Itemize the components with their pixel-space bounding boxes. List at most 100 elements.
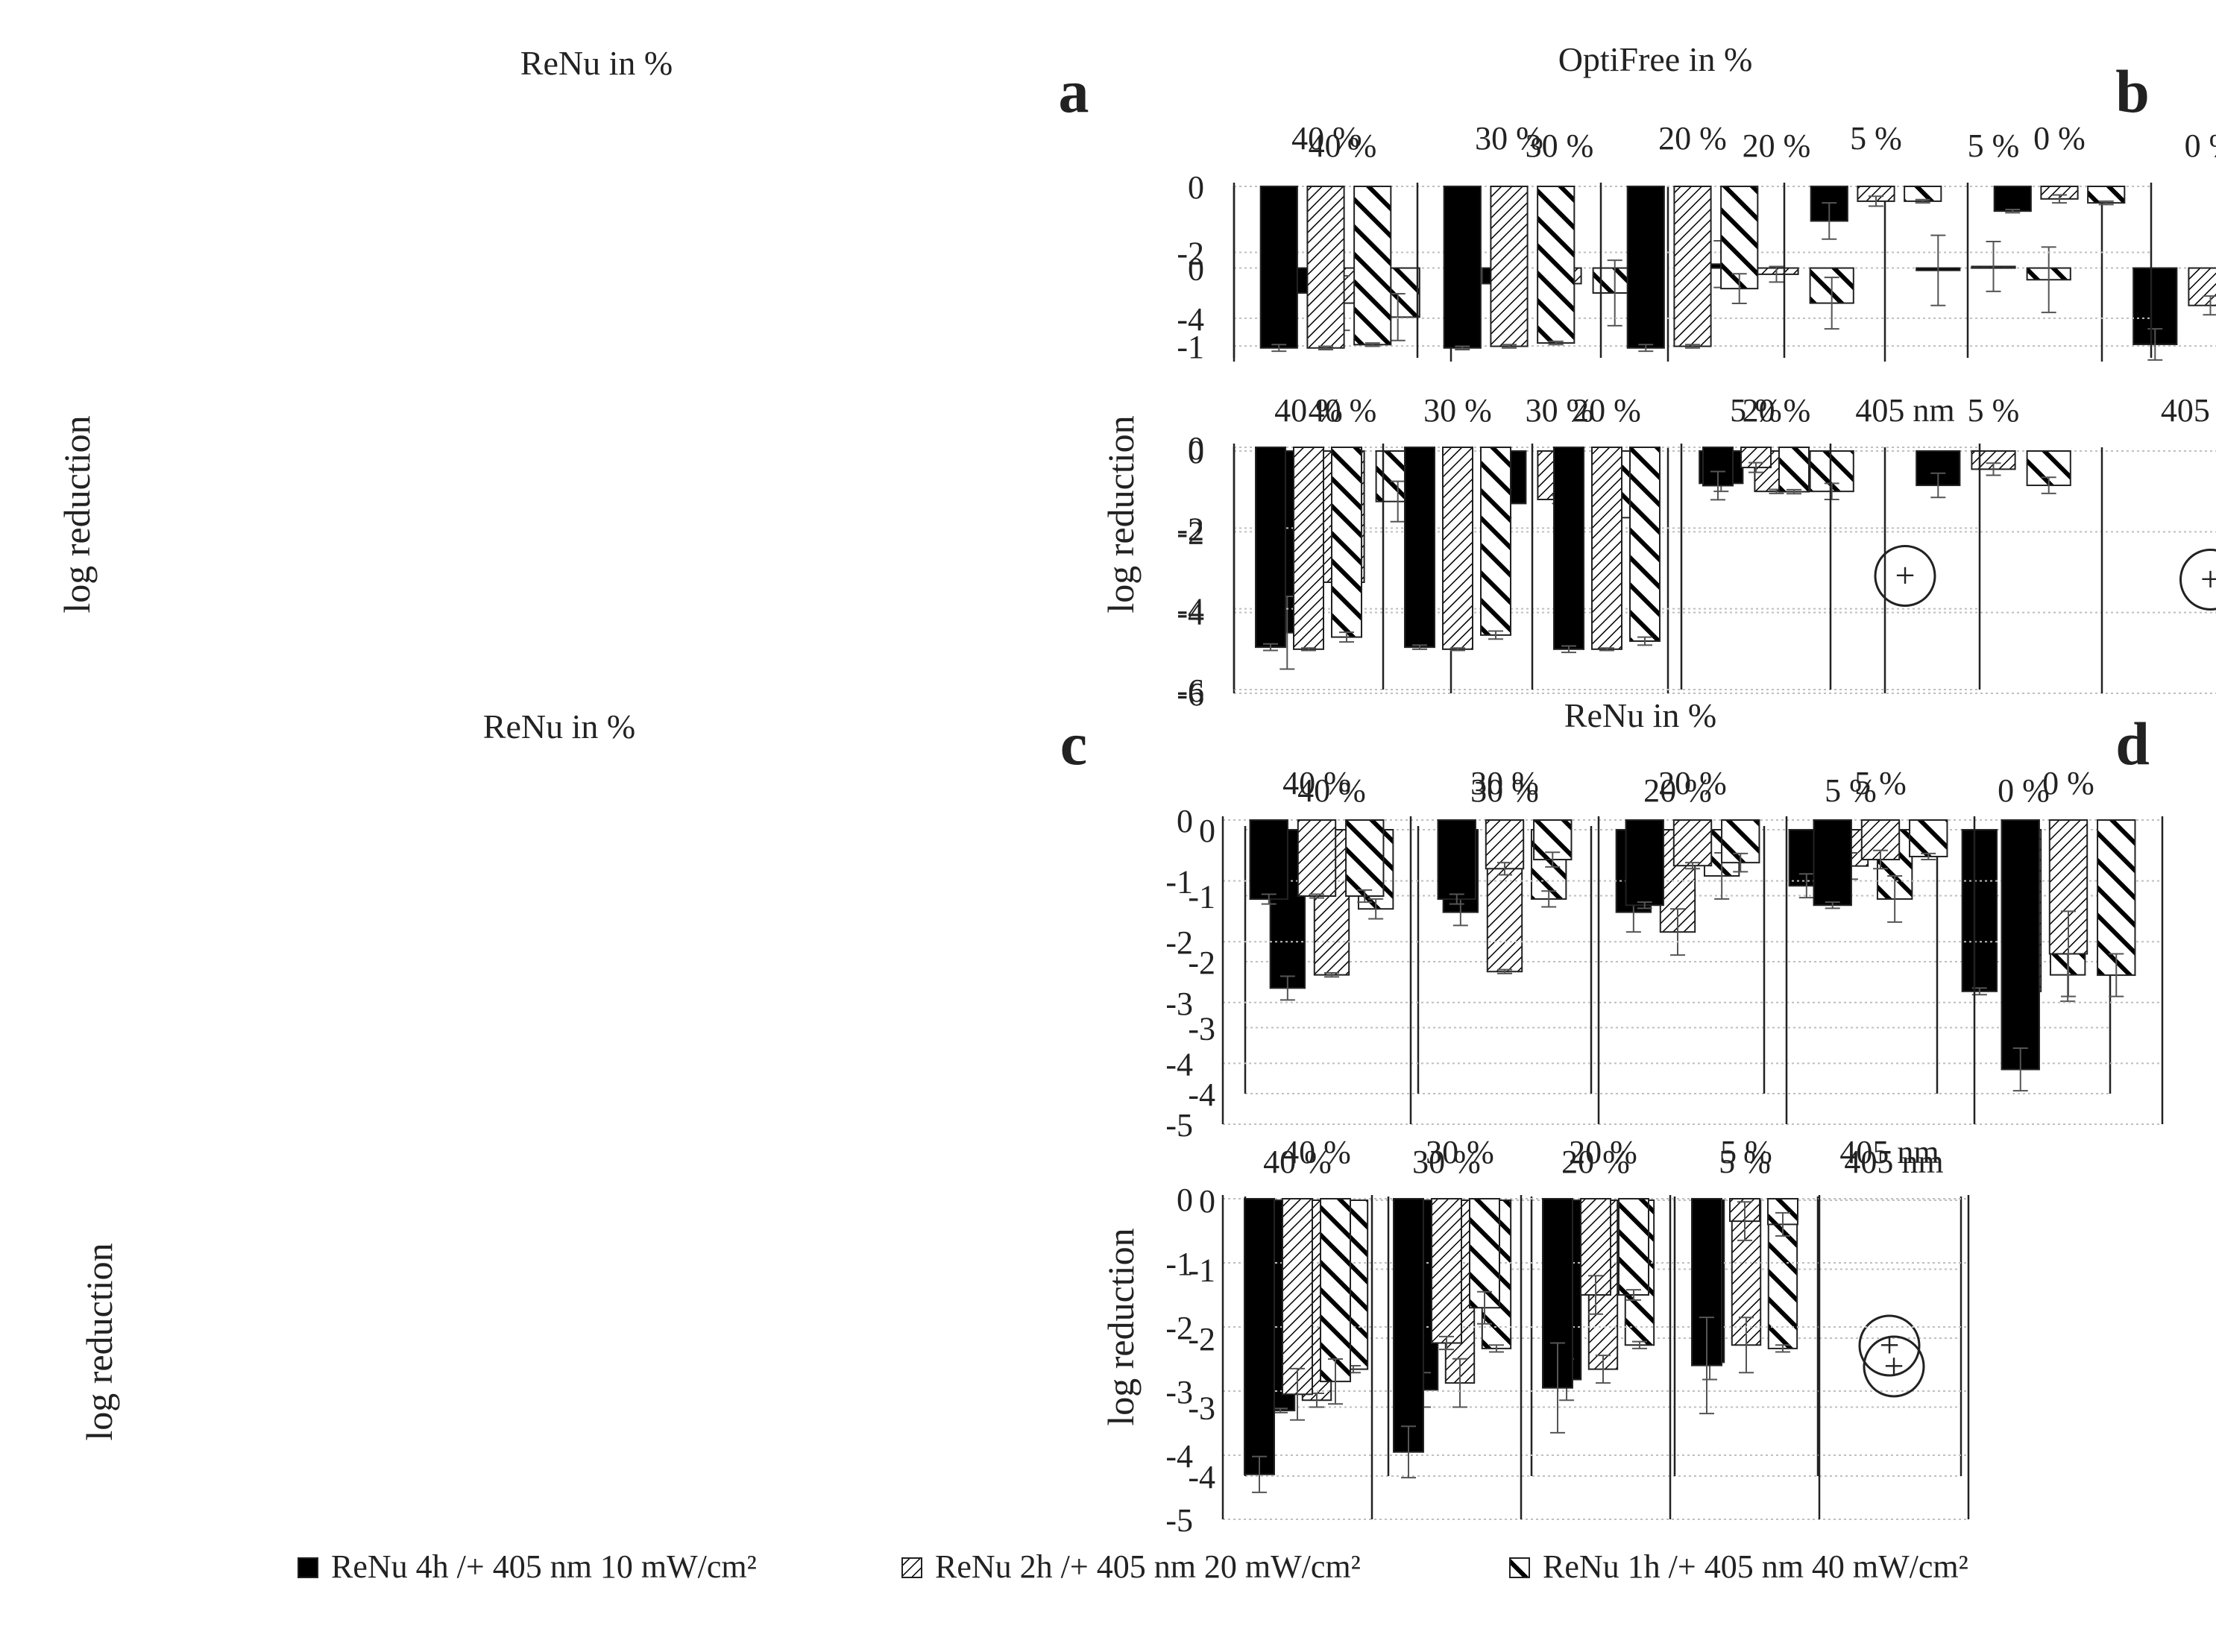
legend: ReNu 4h /+ 405 nm 10 mW/cm² ReNu 2h /+ 40… <box>298 1548 1968 1585</box>
bar <box>1353 186 1392 346</box>
category-label: 30 % <box>1475 120 1543 157</box>
y-tick-label: -1 <box>1165 1246 1193 1282</box>
category-label: 20 % <box>1569 1134 1637 1170</box>
y-tick-label: 0 <box>1199 813 1215 849</box>
category-label: 30 % <box>1423 392 1492 429</box>
bar <box>1249 819 1288 901</box>
bar <box>1282 1198 1313 1396</box>
panel-letter: a <box>1059 57 1089 125</box>
bar <box>1480 447 1511 636</box>
category-label: 5 % <box>1968 127 2020 164</box>
bar <box>1393 1198 1424 1453</box>
y-tick-label: -1 <box>1165 864 1193 901</box>
bar <box>1673 186 1712 347</box>
bar <box>1961 829 1998 992</box>
panel-d-title: ReNu in % <box>1564 696 1716 734</box>
panel-letter: d <box>2115 710 2150 778</box>
bar <box>1625 819 1664 907</box>
bar <box>1591 447 1622 650</box>
bar <box>1293 447 1324 650</box>
bar <box>1331 447 1362 638</box>
category-label: 40 % <box>1291 120 1360 157</box>
category-label: 5 % <box>1850 120 1902 157</box>
category-label: 405 nm <box>1855 392 1954 429</box>
panel-a-title: ReNu in % <box>520 44 673 82</box>
y-tick-label: -2 <box>1188 1321 1215 1358</box>
y-tick-label: -2 <box>1165 924 1193 961</box>
y-tick-label: 0 <box>1188 251 1204 288</box>
category-label: 30 % <box>1470 765 1539 801</box>
y-tick-label: -5 <box>1165 1107 1193 1144</box>
plus-circle-icon <box>1874 545 1936 607</box>
category-label: 40 % <box>1309 392 1377 429</box>
category-label: 30 % <box>1526 127 1594 164</box>
category-label: 20 % <box>1743 392 1811 429</box>
bar <box>1778 447 1810 493</box>
y-tick-label: -3 <box>1165 986 1193 1022</box>
bar <box>1485 819 1525 870</box>
category-label: 0 % <box>1998 772 2050 809</box>
y-tick-label: -1 <box>1177 329 1204 365</box>
y-tick-label: -4 <box>1177 592 1204 628</box>
y-tick-label: -3 <box>1188 1011 1215 1047</box>
subplot-bottom: 0-2-4-640 %30 %20 %5 %405 nm+ <box>1177 392 1981 709</box>
plus-circle-icon <box>1863 1335 1925 1398</box>
category-label: 0 % <box>2042 765 2094 801</box>
y-tick-label: 0 <box>1199 1183 1215 1220</box>
y-tick-label: -4 <box>1165 1438 1193 1475</box>
subplot-top: 0-1-2-3-4-540 % 30 % 20 % 5 % 0 % <box>1165 765 2164 1144</box>
bar <box>1297 819 1337 897</box>
category-label: 405 nm <box>2161 392 2216 429</box>
y-tick-label: -2 <box>1165 1310 1193 1346</box>
category-label: 405 nm <box>1839 1134 1939 1170</box>
category-label: 5 % <box>1719 1144 1771 1180</box>
category-label: 405 nm <box>1844 1144 1943 1180</box>
bar <box>1672 819 1713 867</box>
y-tick-label: -3 <box>1188 1390 1215 1427</box>
plus-symbol: + <box>2200 560 2216 599</box>
y-axis-label: log reduction <box>1100 415 1142 613</box>
bar <box>1993 186 2032 212</box>
plus-symbol: + <box>1895 556 1915 596</box>
y-tick-label: -4 <box>1177 301 1204 338</box>
bar <box>2087 186 2126 204</box>
y-tick-label: -4 <box>1188 1459 1215 1495</box>
category-label: 20 % <box>1573 392 1641 429</box>
bar <box>1720 186 1759 290</box>
bar <box>1626 186 1665 349</box>
legend-label: ReNu 4h /+ 405 nm 10 mW/cm² <box>331 1548 757 1585</box>
y-tick-label: -6 <box>1177 676 1204 713</box>
y-tick-label: -2 <box>1177 511 1204 547</box>
panel-letter: c <box>1060 710 1087 778</box>
y-tick-label: 0 <box>1177 1182 1193 1218</box>
bar <box>1259 186 1298 349</box>
bar <box>1813 819 1852 907</box>
y-axis-label: log reduction <box>78 1243 120 1440</box>
bar <box>2188 267 2216 306</box>
plus-circle-icon <box>2179 549 2216 611</box>
bar <box>2097 819 2136 977</box>
category-label: 5 % <box>1730 392 1782 429</box>
category-label: 30 % <box>1526 392 1594 429</box>
category-label: 5 % <box>1720 1134 1772 1170</box>
bar <box>1442 447 1473 650</box>
bar <box>1629 447 1661 642</box>
bar <box>1431 1198 1462 1344</box>
bar <box>2001 819 2040 1071</box>
y-tick-label: 0 <box>1188 434 1204 470</box>
y-tick-label: 0 <box>1188 169 1204 206</box>
category-label: 5 % <box>1825 772 1877 809</box>
category-label: 0 % <box>2033 120 2086 157</box>
y-axis-label: log reduction <box>1100 1228 1142 1425</box>
category-label: 40 % <box>1297 772 1366 809</box>
plus-symbol: + <box>1879 1325 1899 1365</box>
bar <box>1306 186 1345 349</box>
panel-letter: b <box>2115 57 2150 125</box>
y-axis-label: log reduction <box>56 415 98 613</box>
plus-circle-icon <box>1858 1314 1921 1377</box>
y-tick-label: -6 <box>1177 672 1204 709</box>
y-tick-label: -2 <box>1177 514 1204 551</box>
